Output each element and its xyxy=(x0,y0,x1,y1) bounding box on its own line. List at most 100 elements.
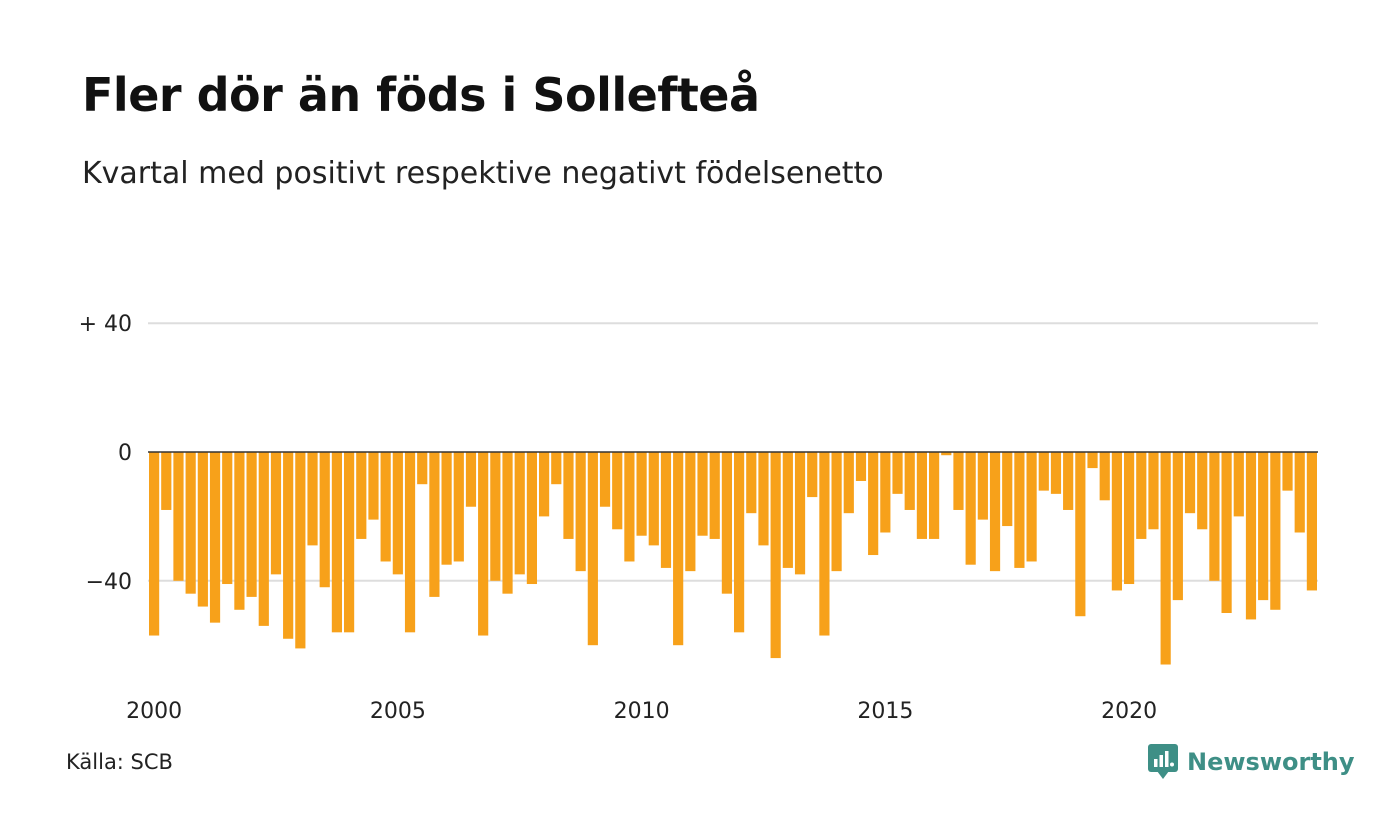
x-axis-labels: 2000 2005 2010 2015 2020 xyxy=(126,699,1157,724)
bar xyxy=(575,452,586,572)
bar xyxy=(929,452,940,539)
bar xyxy=(880,452,891,533)
chart-subtitle: Kvartal med positivt respektive negativt… xyxy=(82,156,884,191)
bar xyxy=(1245,452,1257,620)
bar xyxy=(599,452,611,507)
bar xyxy=(1099,452,1110,501)
brand-logo: Newsworthy xyxy=(1148,744,1355,780)
bar xyxy=(794,452,806,575)
bar xyxy=(1148,452,1159,530)
bar xyxy=(855,452,867,481)
bar xyxy=(380,452,391,562)
bar xyxy=(429,452,440,597)
y-tick-label: −40 xyxy=(86,570,132,595)
bar xyxy=(185,452,196,594)
bar xyxy=(868,452,879,556)
x-tick-label: 2015 xyxy=(857,699,913,724)
bar xyxy=(697,452,708,536)
bar xyxy=(989,452,1001,572)
bar xyxy=(916,452,927,539)
bar xyxy=(746,452,757,514)
bar xyxy=(514,452,525,575)
bar xyxy=(819,452,830,636)
bar xyxy=(977,452,988,520)
bar xyxy=(1184,452,1196,514)
bar xyxy=(344,452,355,633)
bar xyxy=(258,452,269,626)
bar xyxy=(246,452,257,597)
bar xyxy=(270,452,282,575)
bar xyxy=(209,452,221,623)
source-note: Källa: SCB xyxy=(66,750,173,774)
bar xyxy=(539,452,550,517)
bar xyxy=(843,452,854,514)
bar xyxy=(1306,452,1317,591)
bar xyxy=(283,452,294,639)
bar xyxy=(1124,452,1135,585)
y-tick-label: + 40 xyxy=(79,312,132,337)
bar xyxy=(331,452,342,633)
bar xyxy=(490,452,501,581)
bar xyxy=(1136,452,1147,539)
brand-name: Newsworthy xyxy=(1187,748,1355,776)
bar xyxy=(1294,452,1305,533)
bar xyxy=(1209,452,1220,581)
y-tick-label: 0 xyxy=(118,441,132,466)
bar xyxy=(587,452,598,646)
bar xyxy=(734,452,745,633)
bar xyxy=(417,452,428,485)
bar xyxy=(636,452,647,536)
bar xyxy=(965,452,976,565)
bar xyxy=(1270,452,1281,610)
bar xyxy=(307,452,318,546)
bar xyxy=(551,452,562,485)
chart-title: Fler dör än föds i Sollefteå xyxy=(82,68,760,122)
x-tick-label: 2020 xyxy=(1101,699,1157,724)
bar xyxy=(502,452,513,594)
bar xyxy=(526,452,537,585)
bar xyxy=(1075,452,1086,617)
bar xyxy=(1014,452,1025,568)
bar xyxy=(1282,452,1293,491)
bar xyxy=(758,452,769,546)
bar xyxy=(624,452,635,562)
bar xyxy=(892,452,903,494)
bars xyxy=(149,452,1317,665)
bar xyxy=(392,452,403,575)
bar xyxy=(782,452,793,568)
bar xyxy=(1026,452,1037,562)
x-tick-label: 2000 xyxy=(126,699,182,724)
bar xyxy=(1002,452,1013,527)
x-tick-label: 2010 xyxy=(614,699,670,724)
bar xyxy=(173,452,184,581)
y-axis-labels: + 40 0 −40 xyxy=(79,312,132,595)
bar xyxy=(1038,452,1049,491)
bar xyxy=(295,452,306,649)
bar xyxy=(1111,452,1122,591)
x-tick-label: 2005 xyxy=(370,699,426,724)
bar xyxy=(149,452,160,636)
bar xyxy=(709,452,720,539)
bar xyxy=(1050,452,1062,494)
bar xyxy=(319,452,330,588)
bar xyxy=(807,452,818,498)
bar xyxy=(685,452,696,572)
gridlines xyxy=(148,322,1318,582)
bar xyxy=(563,452,574,539)
bar xyxy=(1063,452,1074,510)
bar xyxy=(234,452,245,610)
bar xyxy=(673,452,684,646)
bar xyxy=(222,452,233,585)
bar xyxy=(770,452,781,659)
bar xyxy=(478,452,489,636)
bar xyxy=(941,452,952,456)
bar xyxy=(1197,452,1208,530)
bar xyxy=(453,452,464,562)
bar xyxy=(441,452,452,565)
bar xyxy=(721,452,732,594)
bar xyxy=(904,452,915,510)
bar xyxy=(368,452,379,520)
bar-chart: + 40 0 −40 2000 2005 2010 2015 2020 xyxy=(79,312,1318,724)
bar xyxy=(1221,452,1232,613)
bar xyxy=(197,452,208,607)
